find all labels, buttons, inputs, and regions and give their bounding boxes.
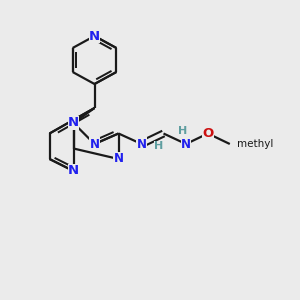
Text: N: N: [136, 137, 147, 151]
Text: H: H: [178, 126, 187, 136]
Text: N: N: [68, 116, 79, 130]
Text: N: N: [113, 152, 124, 166]
Text: N: N: [89, 29, 100, 43]
Text: H: H: [154, 141, 164, 152]
Text: N: N: [89, 137, 100, 151]
Text: N: N: [68, 164, 79, 178]
Text: N: N: [181, 137, 191, 151]
Text: O: O: [202, 127, 214, 140]
Text: methyl: methyl: [237, 139, 274, 149]
